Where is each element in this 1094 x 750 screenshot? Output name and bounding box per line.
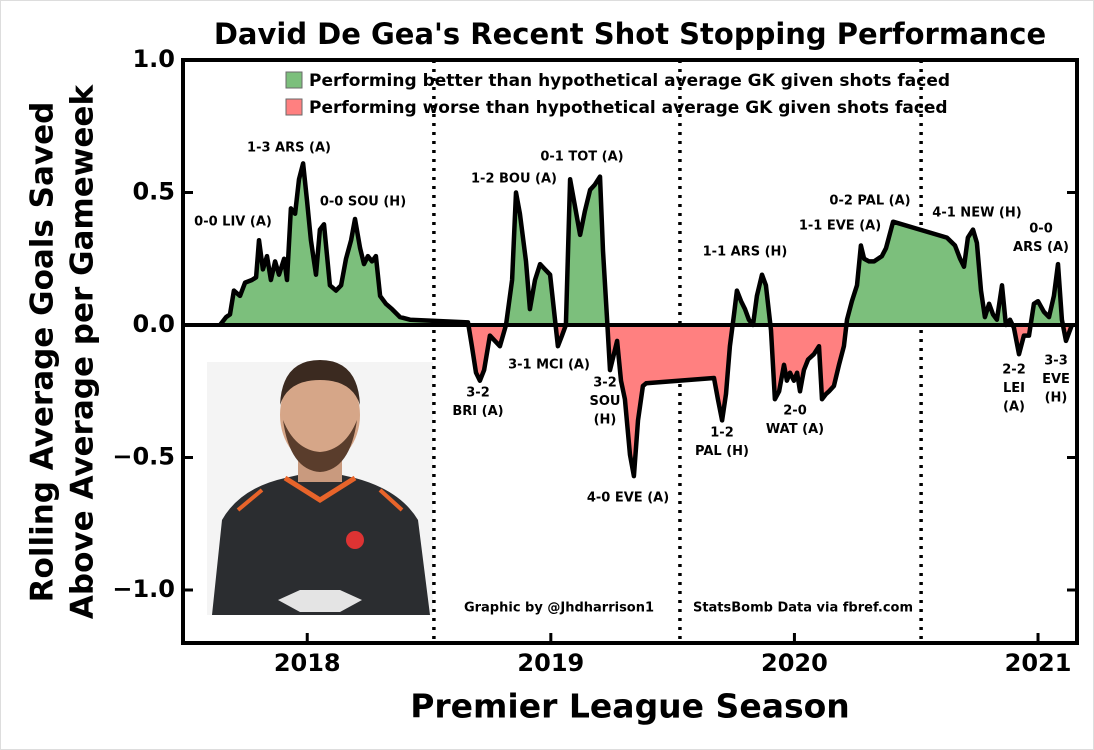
annotation: 1-3 ARS (A) <box>247 141 331 156</box>
y-tick-label: 1.0 <box>132 45 175 73</box>
annotation: 0-0 <box>1029 222 1053 237</box>
legend-swatch <box>285 71 303 89</box>
x-tick-label: 2020 <box>761 649 828 677</box>
annotation: LEI <box>1003 381 1025 396</box>
chart-title: David De Gea's Recent Shot Stopping Perf… <box>214 17 1046 51</box>
annotation: 0-0 LIV (A) <box>194 215 272 230</box>
annotation: 4-1 NEW (H) <box>932 206 1021 221</box>
annotation: ARS (A) <box>1013 240 1069 255</box>
annotation: 0-1 TOT (A) <box>540 150 623 165</box>
plot-frame <box>181 58 1079 645</box>
annotation: 1-2 <box>710 426 734 441</box>
annotation: 1-2 BOU (A) <box>471 172 557 187</box>
annotation: 2-0 <box>783 404 807 419</box>
x-axis-label: Premier League Season <box>410 687 850 726</box>
player-photo <box>207 360 433 615</box>
annotation: 1-1 EVE (A) <box>799 219 881 234</box>
annotation: 3-3 <box>1044 354 1068 369</box>
annotation: WAT (A) <box>766 422 824 437</box>
annotation: 0-0 SOU (H) <box>320 195 406 210</box>
x-tick-label: 2019 <box>517 649 584 677</box>
x-tick-label: 2018 <box>274 649 341 677</box>
annotation: (H) <box>1045 391 1068 406</box>
y-tick-label: 0.0 <box>132 310 175 338</box>
annotation: BRI (A) <box>452 404 503 419</box>
annotation: 3-2 <box>466 386 490 401</box>
credit: Graphic by @Jhdharrison1 <box>464 601 654 616</box>
annotation: 1-1 ARS (H) <box>703 245 788 260</box>
y-tick-label: −1.0 <box>112 575 175 603</box>
credit: StatsBomb Data via fbref.com <box>693 601 913 616</box>
annotation: 3-1 MCI (A) <box>508 358 590 373</box>
legend-swatch <box>285 98 303 116</box>
annotation: PAL (H) <box>695 444 749 459</box>
x-tick-label: 2021 <box>1005 649 1072 677</box>
annotation: (H) <box>594 413 617 428</box>
annotation: 3-2 <box>593 376 617 391</box>
annotation: SOU <box>590 394 621 409</box>
annotation: EVE <box>1042 372 1070 387</box>
legend-label: Performing better than hypothetical aver… <box>309 71 950 91</box>
annotation: (A) <box>1003 400 1025 415</box>
y-tick-label: −0.5 <box>112 443 175 471</box>
negative-area <box>220 325 1072 477</box>
annotation: 2-2 <box>1002 363 1026 378</box>
annotation: 4-0 EVE (A) <box>587 491 669 506</box>
legend-label: Performing worse than hypothetical avera… <box>309 98 948 118</box>
line <box>218 161 1075 479</box>
annotation: 0-2 PAL (A) <box>829 194 910 209</box>
y-tick-label: 0.5 <box>132 178 175 206</box>
y-axis-label: Above Average per Gameweek <box>65 84 101 620</box>
y-axis-label: Rolling Average Goals Saved <box>25 102 61 603</box>
